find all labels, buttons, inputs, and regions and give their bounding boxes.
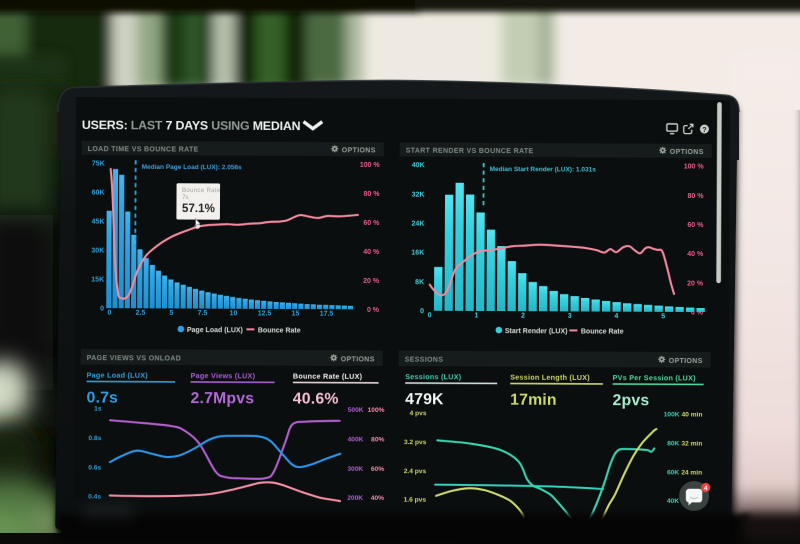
svg-text:8K: 8K [415, 279, 424, 286]
svg-text:OPTIONS: OPTIONS [670, 149, 704, 156]
svg-text:Sessions (LUX): Sessions (LUX) [405, 372, 462, 381]
svg-text:60 %: 60 % [687, 222, 704, 229]
svg-text:OPTIONS: OPTIONS [669, 358, 703, 365]
svg-text:Start Render (LUX): Start Render (LUX) [505, 328, 568, 335]
svg-text:0 %: 0 % [367, 307, 380, 314]
svg-text:40K: 40K [412, 162, 425, 169]
svg-text:2pvs: 2pvs [612, 392, 649, 409]
svg-text:40 min: 40 min [682, 411, 703, 418]
svg-text:4 pvs: 4 pvs [410, 410, 427, 417]
svg-text:40 %: 40 % [687, 251, 704, 258]
svg-text:?: ? [702, 125, 707, 134]
svg-text:1: 1 [474, 312, 478, 319]
svg-text:100 %: 100 % [360, 162, 381, 169]
svg-text:400K: 400K [348, 436, 364, 443]
svg-text:0: 0 [107, 310, 111, 317]
svg-text:2: 2 [521, 313, 525, 320]
svg-text:57.1%: 57.1% [182, 202, 215, 215]
svg-text:PAGE VIEWS VS ONLOAD: PAGE VIEWS VS ONLOAD [87, 355, 181, 362]
svg-text:7s: 7s [182, 194, 188, 201]
svg-text:17min: 17min [510, 392, 557, 409]
svg-text:3.2 pvs: 3.2 pvs [404, 439, 427, 446]
svg-text:START RENDER VS BOUNCE RATE: START RENDER VS BOUNCE RATE [406, 148, 534, 156]
svg-text:Median Start Render (LUX): 1.0: Median Start Render (LUX): 1.031s [490, 166, 597, 174]
svg-text:300K: 300K [347, 466, 363, 473]
svg-text:Page Views (LUX): Page Views (LUX) [191, 371, 256, 380]
svg-text:15: 15 [292, 311, 300, 318]
svg-text:0: 0 [100, 306, 104, 313]
svg-text:0.7s: 0.7s [86, 390, 118, 407]
svg-text:Bounce Rate: Bounce Rate [581, 328, 624, 335]
svg-text:32 min: 32 min [681, 440, 702, 447]
svg-text:4: 4 [704, 485, 708, 492]
svg-text:80K: 80K [667, 440, 679, 447]
svg-text:5: 5 [169, 310, 173, 317]
svg-text:40.6%: 40.6% [293, 391, 339, 408]
svg-text:60K: 60K [667, 469, 679, 476]
svg-text:2.5: 2.5 [136, 310, 146, 317]
svg-text:Median Page Load (LUX): 2.056s: Median Page Load (LUX): 2.056s [142, 164, 242, 171]
svg-text:2.7Mpvs: 2.7Mpvs [190, 390, 254, 407]
svg-text:SESSIONS: SESSIONS [405, 357, 444, 364]
svg-text:40%: 40% [371, 495, 384, 502]
svg-text:Session Length (LUX): Session Length (LUX) [510, 373, 590, 382]
svg-text:12.5: 12.5 [258, 310, 272, 317]
svg-text:20 %: 20 % [363, 278, 380, 285]
svg-text:7.5: 7.5 [198, 310, 208, 317]
svg-text:15K: 15K [91, 277, 104, 284]
svg-text:40 %: 40 % [363, 249, 380, 256]
svg-text:20 %: 20 % [687, 280, 704, 287]
svg-text:Bounce Rate (LUX): Bounce Rate (LUX) [293, 372, 363, 381]
svg-text:Page Load (LUX): Page Load (LUX) [187, 327, 243, 334]
svg-text:PVs Per Session (LUX): PVs Per Session (LUX) [613, 373, 697, 382]
svg-text:2.4 pvs: 2.4 pvs [404, 468, 427, 475]
svg-text:100K: 100K [664, 411, 680, 418]
svg-text:OPTIONS: OPTIONS [341, 356, 375, 363]
svg-text:5: 5 [661, 313, 665, 320]
svg-text:100%: 100% [368, 407, 385, 414]
svg-text:17.5: 17.5 [320, 311, 334, 318]
svg-text:30K: 30K [91, 248, 104, 255]
svg-text:80 %: 80 % [688, 193, 705, 200]
svg-text:100 %: 100 % [684, 164, 705, 171]
svg-text:4: 4 [614, 313, 618, 320]
svg-text:80%: 80% [371, 436, 384, 443]
svg-text:3: 3 [568, 313, 572, 320]
svg-text:0.4s: 0.4s [88, 493, 101, 500]
svg-text:16K: 16K [411, 250, 424, 257]
svg-text:40K: 40K [667, 498, 679, 505]
svg-text:75K: 75K [92, 161, 105, 168]
svg-text:60K: 60K [92, 190, 105, 197]
svg-text:24 min: 24 min [681, 469, 702, 476]
svg-text:60 %: 60 % [363, 220, 380, 227]
svg-text:32K: 32K [412, 191, 425, 198]
svg-text:45K: 45K [92, 219, 105, 226]
svg-text:0: 0 [420, 308, 424, 315]
svg-text:479K: 479K [405, 391, 444, 408]
svg-text:OPTIONS: OPTIONS [342, 147, 376, 154]
svg-text:USERS: LAST 7 DAYS USING MEDIA: USERS: LAST 7 DAYS USING MEDIAN [82, 118, 301, 133]
svg-text:500K: 500K [348, 407, 364, 414]
svg-text:200K: 200K [347, 495, 363, 502]
svg-text:0: 0 [428, 312, 432, 319]
svg-text:0.6s: 0.6s [88, 464, 101, 471]
svg-text:1s: 1s [94, 405, 102, 412]
svg-text:10: 10 [230, 310, 238, 317]
svg-text:1.6 pvs: 1.6 pvs [404, 497, 427, 504]
svg-text:0.8s: 0.8s [88, 435, 101, 442]
svg-text:24K: 24K [412, 221, 425, 228]
svg-text:LOAD TIME VS BOUNCE RATE: LOAD TIME VS BOUNCE RATE [88, 146, 199, 154]
svg-text:Page Load (LUX): Page Load (LUX) [87, 371, 149, 380]
svg-text:60%: 60% [371, 466, 384, 473]
svg-text:80 %: 80 % [364, 191, 381, 198]
svg-text:Bounce Rate: Bounce Rate [258, 327, 301, 334]
